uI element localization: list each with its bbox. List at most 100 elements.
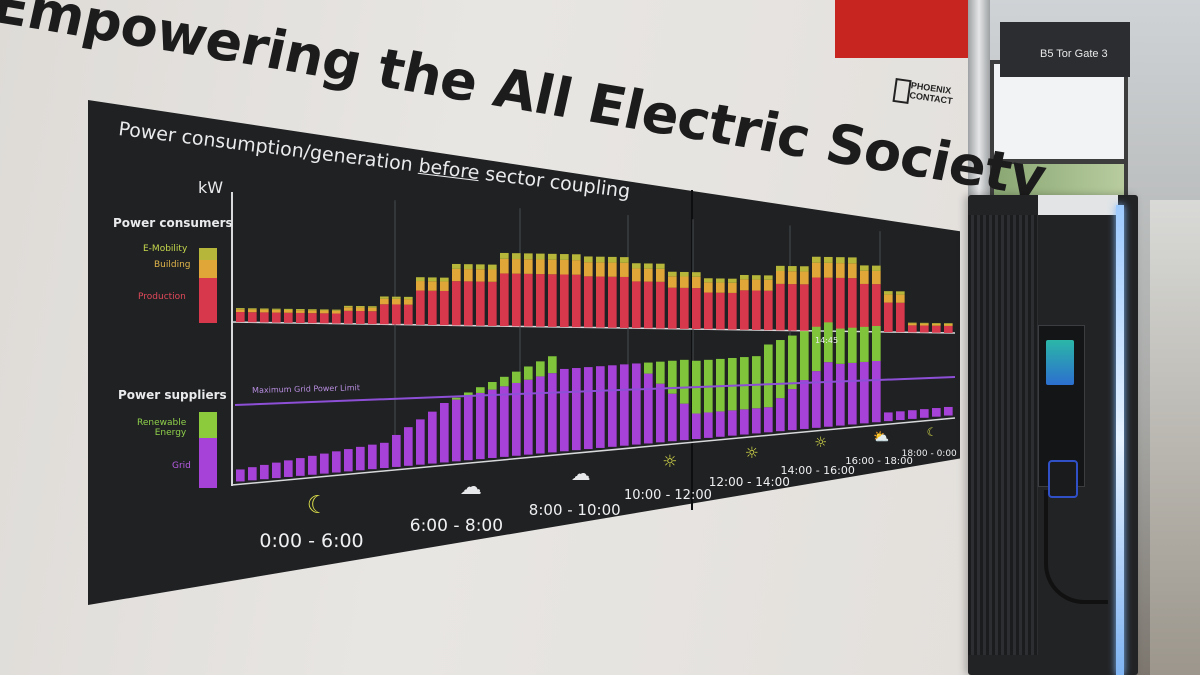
bar-building-56 (908, 323, 917, 326)
booth-sign: B5 Tor Gate 3 (1000, 22, 1130, 77)
bar-renewable-19 (464, 392, 473, 397)
bar-building-52 (860, 270, 869, 284)
bar-building-40 (716, 282, 725, 293)
bar-production-33 (632, 281, 641, 329)
bar-grid-58 (932, 408, 941, 417)
sun-icon: ☼ (814, 435, 828, 452)
bar-building-47 (800, 271, 809, 285)
bar-building-25 (536, 259, 545, 275)
bar-building-1 (248, 309, 257, 313)
bar-production-0 (236, 312, 245, 323)
bar-building-44 (764, 279, 773, 291)
bar-building-39 (704, 282, 713, 293)
bar-grid-8 (332, 451, 341, 473)
bar-grid-36 (668, 393, 677, 442)
bar-building-2 (260, 309, 269, 313)
swatch-grid (199, 438, 217, 488)
bar-building-37 (680, 276, 689, 288)
bar-building-38 (692, 276, 701, 289)
bar-grid-48 (812, 371, 821, 428)
bar-production-41 (728, 292, 737, 330)
bar-emobility-43 (752, 275, 761, 280)
bar-production-2 (260, 312, 269, 323)
bar-grid-56 (908, 410, 917, 419)
bar-building-19 (464, 269, 473, 282)
bar-production-50 (836, 277, 845, 332)
bar-production-53 (872, 284, 881, 332)
legend-emobility: E-Mobility (143, 244, 188, 254)
bar-emobility-50 (836, 257, 845, 264)
bar-emobility-2 (260, 308, 269, 310)
bar-renewable-25 (536, 361, 545, 377)
bar-production-23 (512, 273, 521, 327)
bar-building-7 (320, 310, 329, 314)
bar-emobility-7 (320, 309, 329, 311)
bar-production-44 (764, 290, 773, 331)
bar-building-31 (608, 262, 617, 277)
bar-building-15 (416, 281, 425, 291)
bar-emobility-32 (620, 257, 629, 263)
bar-production-37 (680, 287, 689, 329)
bar-building-29 (584, 262, 593, 277)
bar-renewable-22 (500, 376, 509, 387)
legend-grid: Grid (172, 461, 191, 471)
bar-emobility-35 (656, 263, 665, 269)
bar-production-18 (452, 281, 461, 326)
bar-building-17 (440, 281, 449, 291)
bar-emobility-27 (560, 254, 569, 260)
bar-renewable-49 (824, 322, 833, 363)
bar-emobility-0 (236, 308, 245, 310)
bar-grid-49 (824, 362, 833, 427)
bar-production-54 (884, 302, 893, 332)
bar-emobility-56 (908, 322, 917, 324)
bar-grid-30 (596, 366, 605, 448)
pillar (968, 0, 990, 210)
bar-building-5 (296, 310, 305, 313)
bar-building-58 (932, 323, 941, 326)
bar-building-36 (668, 276, 677, 288)
bar-production-57 (920, 325, 929, 333)
bar-building-10 (356, 307, 365, 312)
bar-emobility-58 (932, 323, 941, 324)
bar-building-51 (848, 263, 857, 279)
charger-screen (1046, 340, 1074, 385)
bar-grid-50 (836, 363, 845, 426)
bar-building-42 (740, 279, 749, 291)
bar-production-15 (416, 290, 425, 325)
bar-grid-19 (464, 396, 473, 461)
consumers-heading: Power consumers (113, 216, 233, 230)
bar-grid-59 (944, 406, 953, 416)
bar-production-21 (488, 281, 497, 326)
bar-emobility-42 (740, 274, 749, 280)
bar-production-36 (668, 287, 677, 329)
bar-emobility-29 (584, 256, 593, 263)
bar-renewable-46 (788, 335, 797, 390)
bar-emobility-36 (668, 271, 677, 277)
bar-emobility-39 (704, 278, 713, 283)
bar-building-9 (344, 307, 353, 311)
bar-emobility-19 (464, 264, 473, 270)
bar-renewable-50 (836, 328, 845, 364)
bar-building-24 (524, 259, 533, 274)
bar-grid-51 (848, 362, 857, 425)
bar-emobility-14 (404, 296, 413, 300)
bar-grid-23 (512, 382, 521, 456)
ev-charger (968, 195, 1138, 675)
suppliers-heading: Power suppliers (118, 388, 227, 402)
bar-renewable-34 (644, 362, 653, 374)
bar-grid-3 (272, 462, 281, 479)
bar-grid-26 (548, 373, 557, 453)
bar-emobility-17 (440, 277, 449, 282)
bar-emobility-13 (392, 296, 401, 299)
bar-grid-1 (248, 467, 257, 481)
bar-production-19 (464, 281, 473, 326)
bar-emobility-24 (524, 253, 533, 260)
bar-production-55 (896, 302, 905, 333)
bar-grid-35 (656, 383, 665, 443)
bar-grid-17 (440, 402, 449, 463)
bar-building-23 (512, 259, 521, 274)
bar-renewable-35 (656, 361, 665, 384)
bar-building-28 (572, 260, 581, 275)
bar-production-3 (272, 312, 281, 323)
